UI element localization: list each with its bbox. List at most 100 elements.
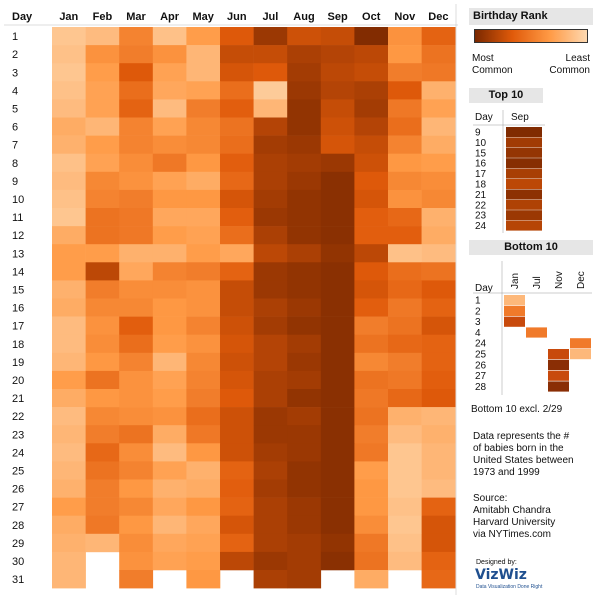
heat-cell-jun-11[interactable] — [220, 208, 254, 227]
heat-cell-nov-12[interactable] — [388, 226, 422, 245]
bottom10-cell-nov-25[interactable] — [548, 349, 569, 360]
heat-cell-aug-27[interactable] — [287, 497, 322, 516]
heat-cell-oct-22[interactable] — [354, 407, 389, 426]
heat-cell-jun-23[interactable] — [220, 425, 254, 444]
heat-cell-jul-24[interactable] — [253, 443, 288, 462]
heat-cell-dec-6[interactable] — [421, 117, 456, 136]
heat-cell-jul-11[interactable] — [253, 208, 288, 227]
heat-cell-feb-26[interactable] — [85, 479, 120, 498]
heat-cell-aug-3[interactable] — [287, 63, 322, 82]
heat-cell-aug-24[interactable] — [287, 443, 322, 462]
heat-cell-feb-14[interactable] — [85, 262, 120, 281]
heat-cell-jan-6[interactable] — [52, 117, 86, 136]
top10-cell-23[interactable] — [506, 210, 542, 221]
heat-cell-mar-3[interactable] — [119, 63, 154, 82]
heat-cell-apr-30[interactable] — [152, 551, 187, 571]
heat-cell-sep-1[interactable] — [320, 27, 355, 46]
heat-cell-dec-25[interactable] — [421, 461, 456, 480]
heat-cell-apr-15[interactable] — [152, 280, 187, 299]
heat-cell-dec-26[interactable] — [421, 479, 456, 498]
heat-cell-sep-28[interactable] — [320, 515, 355, 535]
heat-cell-feb-17[interactable] — [85, 316, 120, 335]
heat-cell-apr-9[interactable] — [152, 171, 187, 191]
heat-cell-jul-14[interactable] — [253, 262, 288, 281]
heat-cell-oct-18[interactable] — [354, 334, 389, 354]
heat-cell-dec-7[interactable] — [421, 135, 456, 154]
heat-cell-nov-21[interactable] — [388, 389, 422, 408]
vizwiz-logo[interactable]: VizWiz — [475, 567, 527, 583]
heat-cell-apr-18[interactable] — [152, 334, 187, 354]
heat-cell-feb-18[interactable] — [85, 334, 120, 354]
heat-cell-dec-13[interactable] — [421, 244, 456, 263]
heat-cell-jul-2[interactable] — [253, 45, 288, 64]
heat-cell-aug-20[interactable] — [287, 370, 322, 390]
heat-cell-apr-16[interactable] — [152, 298, 187, 317]
heat-cell-aug-12[interactable] — [287, 226, 322, 245]
heat-cell-sep-23[interactable] — [320, 425, 355, 444]
heat-cell-apr-1[interactable] — [152, 27, 187, 46]
bottom10-cell-jul-4[interactable] — [526, 327, 547, 338]
top10-cell-17[interactable] — [506, 168, 542, 179]
heat-cell-mar-2[interactable] — [119, 45, 154, 64]
heat-cell-jun-14[interactable] — [220, 262, 254, 281]
heat-cell-sep-9[interactable] — [320, 171, 355, 191]
heat-cell-dec-17[interactable] — [421, 316, 456, 335]
heat-cell-oct-25[interactable] — [354, 461, 389, 480]
heat-cell-oct-20[interactable] — [354, 370, 389, 390]
heat-cell-may-27[interactable] — [186, 497, 221, 516]
heat-cell-oct-19[interactable] — [354, 352, 389, 372]
heat-cell-nov-17[interactable] — [388, 316, 422, 335]
heat-cell-feb-1[interactable] — [85, 27, 120, 46]
heat-cell-sep-14[interactable] — [320, 262, 355, 281]
heat-cell-jan-22[interactable] — [52, 407, 86, 426]
heat-cell-jan-9[interactable] — [52, 171, 86, 191]
heat-cell-jun-4[interactable] — [220, 81, 254, 100]
heat-cell-may-18[interactable] — [186, 334, 221, 354]
heat-cell-mar-6[interactable] — [119, 117, 154, 136]
heat-cell-mar-25[interactable] — [119, 461, 154, 480]
heat-cell-aug-23[interactable] — [287, 425, 322, 444]
heat-cell-nov-14[interactable] — [388, 262, 422, 281]
heat-cell-dec-19[interactable] — [421, 352, 456, 372]
heat-cell-aug-4[interactable] — [287, 81, 322, 100]
heat-cell-jun-5[interactable] — [220, 99, 254, 118]
heat-cell-jun-24[interactable] — [220, 443, 254, 462]
heat-cell-jul-4[interactable] — [253, 81, 288, 100]
heat-cell-jun-26[interactable] — [220, 479, 254, 498]
heat-cell-aug-14[interactable] — [287, 262, 322, 281]
bottom10-cell-nov-28[interactable] — [548, 381, 569, 392]
heat-cell-jan-16[interactable] — [52, 298, 86, 317]
heat-cell-jun-25[interactable] — [220, 461, 254, 480]
heat-cell-nov-3[interactable] — [388, 63, 422, 82]
heat-cell-mar-26[interactable] — [119, 479, 154, 498]
heat-cell-apr-28[interactable] — [152, 515, 187, 535]
heat-cell-mar-22[interactable] — [119, 407, 154, 426]
heat-cell-jun-6[interactable] — [220, 117, 254, 136]
heat-cell-feb-24[interactable] — [85, 443, 120, 462]
heat-cell-jul-31[interactable] — [253, 570, 288, 589]
heat-cell-may-14[interactable] — [186, 262, 221, 281]
top10-cell-21[interactable] — [506, 189, 542, 200]
heat-cell-sep-20[interactable] — [320, 370, 355, 390]
heat-cell-mar-17[interactable] — [119, 316, 154, 335]
top10-cell-9[interactable] — [506, 127, 542, 137]
heat-cell-jul-1[interactable] — [253, 27, 288, 46]
heat-cell-mar-29[interactable] — [119, 533, 154, 553]
heat-cell-oct-6[interactable] — [354, 117, 389, 136]
heat-cell-dec-8[interactable] — [421, 153, 456, 173]
heat-cell-jul-27[interactable] — [253, 497, 288, 516]
heat-cell-nov-7[interactable] — [388, 135, 422, 154]
heat-cell-oct-29[interactable] — [354, 533, 389, 553]
heat-cell-sep-18[interactable] — [320, 334, 355, 354]
heat-cell-jan-13[interactable] — [52, 244, 86, 263]
heat-cell-jul-23[interactable] — [253, 425, 288, 444]
heat-cell-jan-7[interactable] — [52, 135, 86, 154]
heat-cell-mar-14[interactable] — [119, 262, 154, 281]
heat-cell-may-21[interactable] — [186, 389, 221, 408]
heat-cell-aug-7[interactable] — [287, 135, 322, 154]
heat-cell-nov-1[interactable] — [388, 27, 422, 46]
heat-cell-sep-4[interactable] — [320, 81, 355, 100]
heat-cell-nov-18[interactable] — [388, 334, 422, 354]
heat-cell-may-19[interactable] — [186, 352, 221, 372]
heat-cell-apr-22[interactable] — [152, 407, 187, 426]
